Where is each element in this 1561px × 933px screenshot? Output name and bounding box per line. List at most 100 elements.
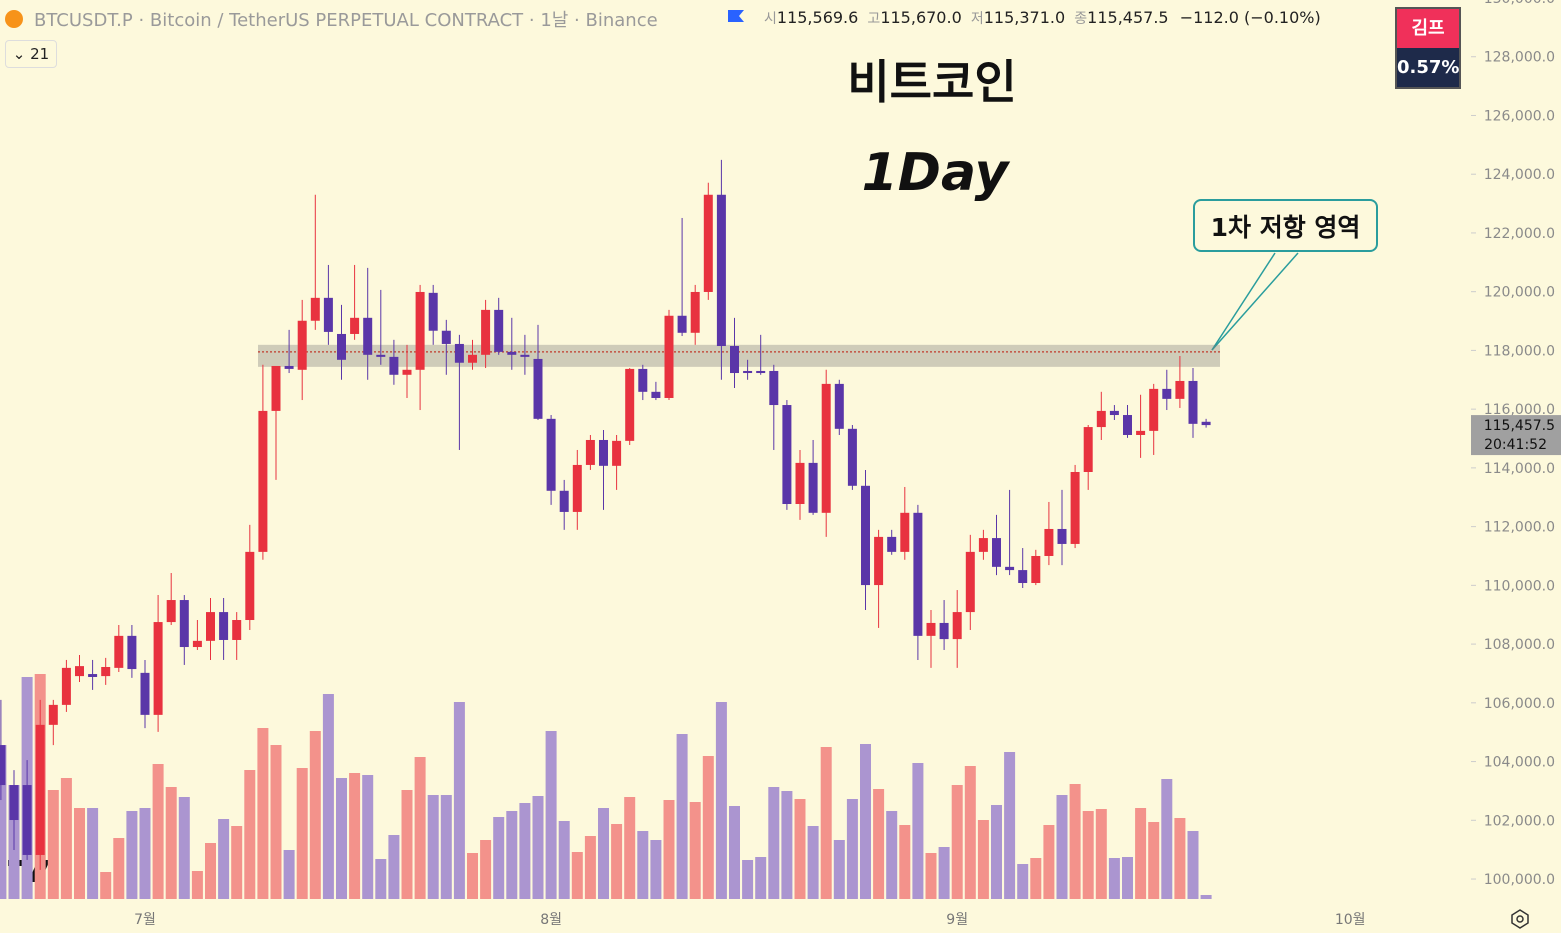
indicator[interactable]: ⌄ 21 [5,40,57,68]
volume-bar [1200,895,1212,899]
candle-body [1201,421,1211,426]
volume-bar [1056,795,1068,899]
volume-bar [1004,752,1016,899]
candle-body [625,368,635,441]
candle-body [297,320,307,370]
settings-icon-dot [1516,915,1524,923]
volume-bar [87,808,99,899]
candle-body [795,462,805,505]
candle-body [1162,388,1172,399]
change: −112.0 (−0.10%) [1179,8,1321,27]
candle-body [1057,528,1067,544]
indicator-value: 21 [30,45,50,63]
volume-bar [322,694,334,899]
candle-body [323,297,333,332]
candle-body [245,551,255,621]
volume-bar [139,808,151,899]
y-tick-label: 112,000.0 [1484,520,1555,536]
candle-body [1136,430,1146,435]
volume-bar [571,852,583,899]
volume-bar [218,819,230,899]
candle-body [127,635,137,670]
ohlc-value: 115,569.6 [776,8,859,27]
candle-body [730,346,739,374]
ohlc-label: 종 [1074,11,1088,27]
candle-body [821,383,831,513]
candle-body [874,536,884,586]
symbol-line[interactable]: BTCUSDT.P · Bitcoin / TetherUS PERPETUAL… [34,10,658,31]
candle-body [454,343,464,363]
volume-bar [1069,784,1081,899]
candle-body [389,356,399,375]
volume-bar [467,853,478,899]
volume-bar [283,850,295,899]
volume-bar [506,811,518,899]
volume-bar [742,860,754,899]
volume-bar [1043,825,1055,899]
candle-body [179,600,189,648]
candle-body [1070,471,1080,544]
volume-bar [650,840,662,899]
y-tick-label: 118,000.0 [1484,343,1555,359]
volume-bar [558,821,570,899]
candle-body [376,354,386,357]
candle-body [337,333,346,360]
x-tick-label: 10월 [1335,912,1366,928]
ohlc-value: 115,371.0 [983,8,1066,27]
candle-body [75,666,84,677]
candle-body [664,315,674,398]
candle-body [1109,410,1119,416]
volume-bar [296,768,308,899]
y-tick-label: 104,000.0 [1484,755,1555,771]
candle-body [716,194,726,347]
volume-bar [480,840,492,899]
volume-bar [833,840,845,899]
volume-bar [60,778,72,899]
volume-bar [624,797,636,899]
volume-bar [427,795,439,899]
volume-bar [1082,811,1094,899]
kimp-box: 김프 0.57% [1395,7,1461,89]
candle-body [232,620,242,640]
candle-body [861,485,870,586]
volume-bar [715,702,727,899]
candle-body [1175,380,1185,399]
candle-body [1188,380,1198,424]
candle-body [939,622,949,640]
volume-bar [676,734,688,899]
volume-bar [113,838,125,899]
volume-bar [74,808,85,899]
candle-body [769,370,779,406]
candle-body [638,368,648,392]
volume-bar [270,745,282,899]
candle-body [808,462,818,513]
volume-bar [925,853,937,899]
volume-bar [912,763,924,899]
volume-bar [729,806,740,899]
volume-bar [191,871,203,899]
y-tick-label: 128,000.0 [1484,50,1555,66]
candle-body [1096,410,1106,428]
ohlc-label: 고 [867,11,881,27]
ohlc-value: 115,670.0 [880,8,962,27]
flag-icon [728,10,744,22]
settings-icon[interactable] [1511,909,1529,929]
candle-body [1031,555,1041,584]
candle-body [1044,528,1054,556]
volume-bar [886,811,898,899]
volume-bar [453,702,465,899]
volume-bar [1108,858,1120,899]
last-price-label: 115,457.5 [1484,418,1555,434]
candle-body [494,309,504,352]
volume-bar [873,789,885,899]
volume-bar [165,787,177,899]
volume-bar [598,808,609,899]
volume-bar [689,802,701,899]
candle-body [350,317,360,334]
ohlc-label: 시 [764,11,777,27]
y-tick-label: 110,000.0 [1484,578,1555,594]
candle-body [507,351,517,355]
volume-bar [1017,864,1029,899]
candle-body [952,612,962,640]
candle-body [61,667,71,705]
